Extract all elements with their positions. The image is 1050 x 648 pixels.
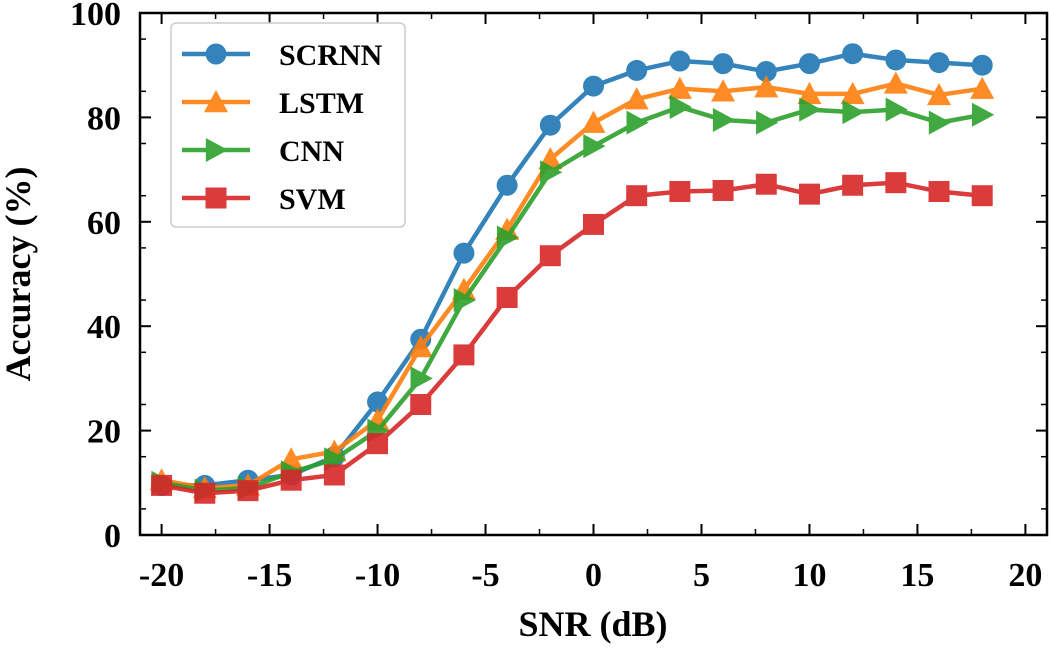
data-point-cnn [799,97,822,122]
series-line-svm [159,180,985,496]
data-point-scrnn [583,75,604,97]
x-tick-label: 15 [900,557,934,594]
data-point-svm [712,179,734,201]
data-point-svm [323,464,345,486]
data-point-cnn [410,366,433,391]
data-point-cnn [669,94,692,119]
data-point-cnn [885,97,908,122]
x-tick-label: 10 [792,557,826,594]
data-point-lstm [711,79,736,102]
legend-frame [170,22,406,228]
x-tick-label: -20 [139,557,184,594]
x-tick-label: -15 [247,557,292,594]
data-point-lstm [754,75,779,98]
data-point-lstm [883,71,908,94]
y-tick-label: 0 [104,518,121,555]
data-point-svm [496,286,518,308]
x-tick-label: 20 [1008,557,1042,594]
data-point-cnn [928,110,952,135]
series-line-lstm [159,81,985,491]
data-point-svm [626,185,648,207]
legend-entry-scrnn [182,43,250,65]
data-point-scrnn [539,114,561,136]
data-point-cnn [540,160,563,185]
data-point-scrnn [626,59,648,81]
data-point-scrnn [842,43,864,65]
data-point-lstm [667,76,692,99]
data-point-cnn [453,288,476,313]
legend-entry-svm [182,187,250,209]
x-tick-label: 0 [585,557,602,594]
data-point-svm [237,480,259,502]
data-point-svm [755,173,777,195]
data-point-scrnn [712,53,734,75]
data-point-lstm [797,81,822,105]
legend-marker-cnn [205,138,228,162]
data-point-scrnn [885,49,907,71]
legend: SCRNN LSTM CNN SVM [170,22,406,228]
data-point-svm [367,433,389,455]
data-point-lstm [408,335,433,358]
data-point-svm [885,172,907,194]
series-svm [151,172,993,504]
data-point-svm [798,183,820,205]
data-point-svm [194,482,216,504]
y-axis-label: Accuracy (%) [0,167,38,382]
x-tick-label: -5 [471,557,499,594]
y-tick-label: 60 [87,205,121,242]
legend-entry-cnn [182,138,250,162]
data-point-cnn [496,225,520,250]
data-point-svm [151,474,173,496]
data-point-svm [583,213,604,235]
x-tick-label: -10 [355,557,400,594]
data-point-scrnn [798,53,820,75]
data-point-lstm [581,110,606,133]
data-point-cnn [842,100,865,125]
data-point-scrnn [755,60,777,82]
data-point-cnn [626,110,649,135]
data-point-lstm [840,81,865,105]
series-layer [149,43,995,504]
data-point-cnn [756,110,779,135]
data-point-svm [842,174,864,196]
plot-frame [138,11,1049,537]
legend-marker-svm [205,187,227,209]
data-point-lstm [624,87,649,110]
ticks-layer: -20 -15 -10 -5 0 5 10 15 20 0 20 40 60 80 100 [70,0,1047,594]
legend-marker-scrnn [205,43,227,65]
data-point-cnn [583,134,606,159]
y-tick-label: 20 [87,414,121,451]
data-point-scrnn [928,52,950,74]
data-point-scrnn [971,54,993,76]
data-point-svm [539,245,561,267]
data-point-svm [410,394,432,415]
x-axis-label: SNR (dB) [518,604,667,644]
data-point-svm [280,469,302,491]
legend-label-lstm: LSTM [279,87,364,120]
legend-entry-lstm [182,90,250,113]
data-point-svm [928,181,950,203]
data-point-cnn [972,102,995,127]
data-point-lstm [927,82,952,106]
legend-label-svm: SVM [279,183,346,216]
x-tick-label: 5 [693,557,710,594]
y-tick-label: 40 [87,309,121,346]
y-tick-label: 80 [87,100,121,137]
data-point-scrnn [453,242,475,264]
data-point-svm [971,185,993,207]
data-point-svm [669,181,691,203]
data-point-svm [453,344,475,366]
data-point-scrnn [669,50,691,72]
legend-label-scrnn: SCRNN [279,39,383,72]
data-point-cnn [712,108,736,133]
y-tick-label: 100 [70,0,121,33]
data-point-lstm [970,76,995,99]
legend-label-cnn: CNN [279,135,344,168]
legend-marker-lstm [204,90,228,113]
data-point-scrnn [496,174,518,196]
